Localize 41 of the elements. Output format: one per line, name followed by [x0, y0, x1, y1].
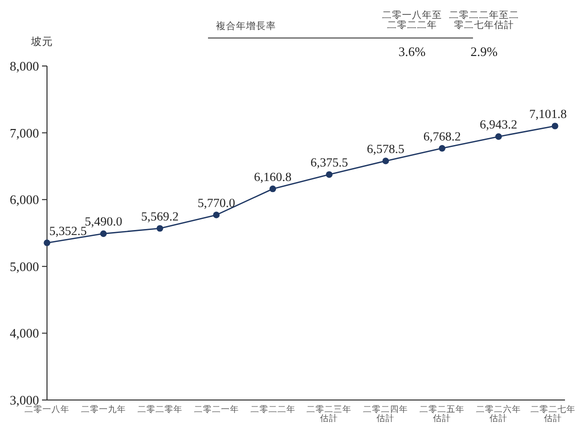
- text: 7,101.8: [529, 107, 567, 121]
- y-axis-title: 坡元: [30, 35, 53, 48]
- x-tick-label: 二零二五年估計: [419, 404, 466, 423]
- x-tick-label: 二零二二年: [250, 404, 296, 414]
- x-tick-label: 二零二六年估計: [476, 404, 522, 423]
- x-tick-label: 二零二七年估計: [530, 404, 576, 423]
- text: 6,160.8: [254, 170, 292, 184]
- point: [156, 225, 164, 232]
- point: [213, 212, 220, 218]
- y-tick-label: 7,000: [10, 125, 39, 140]
- point: [44, 240, 50, 246]
- text: 6,578.5: [366, 142, 404, 156]
- x-tick-label: 二零二一年: [193, 404, 240, 414]
- x-tick-label: 二零一八年: [24, 404, 70, 414]
- text: 5,770.0: [198, 196, 236, 210]
- point: [495, 133, 502, 140]
- y-tick-label: 6,000: [10, 192, 39, 208]
- text: 複合年增長率: [215, 22, 277, 33]
- point: [552, 122, 558, 130]
- text: 二零一八年至二零二二年: [382, 11, 442, 32]
- text: 5,490.0: [84, 214, 122, 229]
- text: 二零二二年至二零二七年估計: [449, 11, 519, 32]
- text: 5,569.2: [141, 209, 179, 224]
- x-tick-label: 二零二四年估計: [362, 404, 409, 423]
- point: [326, 171, 333, 178]
- x-tick-label: 二零一九年: [80, 404, 126, 414]
- point: [100, 230, 107, 237]
- text: 6,943.2: [480, 118, 518, 132]
- y-tick-label: 5,000: [10, 258, 39, 274]
- x-tick-label: 二零二三年估計: [306, 404, 352, 423]
- y-tick-label: 8,000: [10, 58, 39, 74]
- text: 5,352.5: [49, 224, 87, 238]
- text: 6,768.2: [423, 129, 461, 144]
- point: [382, 158, 389, 164]
- text: 2.9%: [469, 44, 499, 59]
- point: [438, 144, 446, 152]
- text: 6,375.5: [310, 156, 348, 170]
- text: 3.6%: [397, 44, 427, 59]
- y-tick-label: 4,000: [10, 326, 39, 341]
- point: [269, 186, 276, 192]
- x-tick-label: 二零二零年: [136, 404, 183, 414]
